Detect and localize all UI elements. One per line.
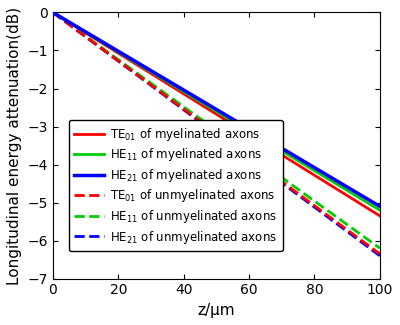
TE$_{01}$ of unmyelinated axons xyxy=(206,125,210,129)
TE$_{01}$ of unmyelinated axons xyxy=(208,127,212,131)
TE$_{01}$ of unmyelinated axons xyxy=(245,154,250,158)
HE$_{21}$ of myelinated axons xyxy=(208,104,212,108)
HE$_{21}$ of unmyelinated axons xyxy=(370,248,374,252)
HE$_{11}$ of unmyelinated axons xyxy=(370,240,374,244)
HE$_{21}$ of unmyelinated axons xyxy=(208,127,212,131)
TE$_{01}$ of myelinated axons xyxy=(245,132,250,136)
HE$_{11}$ of myelinated axons xyxy=(370,203,374,207)
TE$_{01}$ of myelinated axons xyxy=(227,121,232,124)
HE$_{21}$ of myelinated axons xyxy=(378,204,382,208)
HE$_{11}$ of myelinated axons xyxy=(318,173,323,176)
HE$_{21}$ of unmyelinated axons xyxy=(245,155,250,159)
Legend: TE$_{01}$ of myelinated axons, HE$_{11}$ of myelinated axons, HE$_{21}$ of myeli: TE$_{01}$ of myelinated axons, HE$_{11}$… xyxy=(68,120,283,252)
HE$_{11}$ of myelinated axons xyxy=(227,118,232,122)
TE$_{01}$ of myelinated axons xyxy=(318,177,323,181)
HE$_{11}$ of unmyelinated axons xyxy=(227,138,232,142)
TE$_{01}$ of unmyelinated axons xyxy=(318,208,323,212)
HE$_{11}$ of unmyelinated axons xyxy=(318,204,323,208)
HE$_{11}$ of unmyelinated axons xyxy=(245,151,250,155)
TE$_{01}$ of unmyelinated axons xyxy=(50,10,55,14)
HE$_{21}$ of myelinated axons xyxy=(370,200,374,204)
HE$_{11}$ of myelinated axons xyxy=(245,128,250,132)
HE$_{21}$ of myelinated axons xyxy=(318,169,323,173)
TE$_{01}$ of myelinated axons xyxy=(50,10,55,14)
HE$_{11}$ of unmyelinated axons xyxy=(208,124,212,128)
HE$_{11}$ of unmyelinated axons xyxy=(206,123,210,126)
TE$_{01}$ of myelinated axons xyxy=(378,214,382,218)
Y-axis label: Longitudinal energy attenuation(dB): Longitudinal energy attenuation(dB) xyxy=(7,6,22,285)
TE$_{01}$ of myelinated axons xyxy=(208,108,212,112)
HE$_{21}$ of unmyelinated axons xyxy=(378,254,382,258)
TE$_{01}$ of myelinated axons xyxy=(206,107,210,111)
HE$_{21}$ of unmyelinated axons xyxy=(50,10,55,14)
HE$_{21}$ of myelinated axons xyxy=(227,115,232,119)
TE$_{01}$ of unmyelinated axons xyxy=(227,141,232,145)
HE$_{21}$ of unmyelinated axons xyxy=(227,142,232,146)
HE$_{11}$ of myelinated axons xyxy=(50,10,55,14)
Line: HE$_{11}$ of unmyelinated axons: HE$_{11}$ of unmyelinated axons xyxy=(53,12,380,248)
Line: TE$_{01}$ of unmyelinated axons: TE$_{01}$ of unmyelinated axons xyxy=(53,12,380,254)
TE$_{01}$ of myelinated axons xyxy=(370,209,374,213)
HE$_{11}$ of unmyelinated axons xyxy=(378,246,382,250)
HE$_{11}$ of myelinated axons xyxy=(378,208,382,212)
TE$_{01}$ of unmyelinated axons xyxy=(378,252,382,256)
X-axis label: z/μm: z/μm xyxy=(198,303,235,318)
HE$_{11}$ of myelinated axons xyxy=(206,104,210,108)
Line: TE$_{01}$ of myelinated axons: TE$_{01}$ of myelinated axons xyxy=(53,12,380,216)
HE$_{21}$ of unmyelinated axons xyxy=(206,126,210,130)
HE$_{11}$ of unmyelinated axons xyxy=(50,10,55,14)
HE$_{21}$ of myelinated axons xyxy=(206,103,210,107)
TE$_{01}$ of unmyelinated axons xyxy=(370,246,374,250)
Line: HE$_{11}$ of myelinated axons: HE$_{11}$ of myelinated axons xyxy=(53,12,380,210)
HE$_{21}$ of myelinated axons xyxy=(245,126,250,130)
Line: HE$_{21}$ of unmyelinated axons: HE$_{21}$ of unmyelinated axons xyxy=(53,12,380,256)
HE$_{21}$ of myelinated axons xyxy=(50,10,55,14)
HE$_{11}$ of myelinated axons xyxy=(208,106,212,110)
HE$_{21}$ of unmyelinated axons xyxy=(318,210,323,214)
Line: HE$_{21}$ of myelinated axons: HE$_{21}$ of myelinated axons xyxy=(53,12,380,206)
